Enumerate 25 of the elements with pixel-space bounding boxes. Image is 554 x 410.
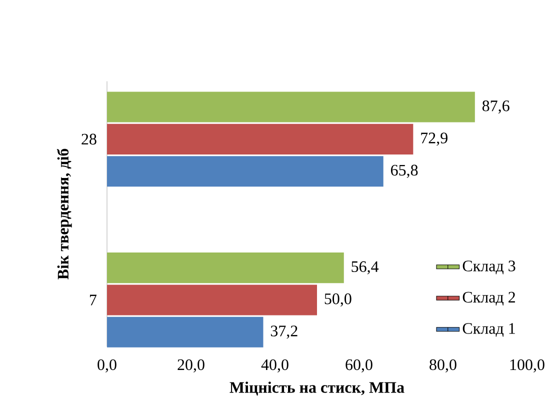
bar xyxy=(107,92,475,122)
bar xyxy=(107,252,344,284)
bar xyxy=(107,316,264,348)
x-tick-label: 0,0 xyxy=(98,359,116,372)
bar xyxy=(107,156,384,187)
data-label: 50,0 xyxy=(324,293,352,307)
x-axis-title: Міцність на стиск, МПа xyxy=(230,382,404,396)
bar xyxy=(107,124,414,154)
y-tick-label: 7 xyxy=(90,294,96,306)
data-label: 56,4 xyxy=(352,261,379,274)
legend-label: Склад 2 xyxy=(462,292,515,306)
legend-label: Склад 3 xyxy=(462,260,516,274)
data-label: 37,2 xyxy=(270,326,298,339)
data-label: 72,9 xyxy=(421,132,448,146)
y-tick-label: 28 xyxy=(82,134,96,145)
legend-label: Склад 1 xyxy=(462,323,515,337)
x-tick-label: 80,0 xyxy=(430,359,456,372)
data-label: 65,8 xyxy=(390,164,418,178)
y-axis-title: Вік твердення, діб xyxy=(56,148,72,280)
bar xyxy=(107,284,317,316)
x-tick-label: 40,0 xyxy=(261,359,288,372)
x-tick-label: 100,0 xyxy=(510,359,544,372)
x-tick-label: 20,0 xyxy=(178,359,204,372)
x-tick-label: 60,0 xyxy=(346,359,372,372)
data-label: 87,6 xyxy=(482,100,510,114)
